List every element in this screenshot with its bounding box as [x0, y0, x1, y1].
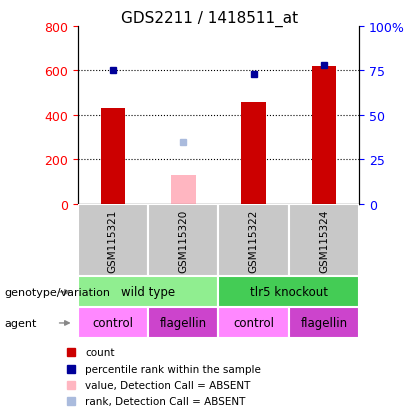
Bar: [78, 204, 148, 277]
Text: flagellin: flagellin: [300, 317, 347, 330]
Text: wild type: wild type: [121, 286, 175, 299]
Text: genotype/variation: genotype/variation: [4, 287, 110, 297]
Bar: [148, 308, 218, 339]
Text: GSM115321: GSM115321: [108, 209, 118, 272]
Bar: [100, 109, 125, 204]
Text: GSM115322: GSM115322: [249, 209, 259, 272]
Bar: [148, 204, 218, 277]
Text: GSM115324: GSM115324: [319, 209, 329, 272]
Text: tlr5 knockout: tlr5 knockout: [250, 286, 328, 299]
Bar: [312, 67, 336, 204]
Text: control: control: [92, 317, 134, 330]
Text: agent: agent: [4, 318, 37, 328]
Bar: [218, 204, 289, 277]
Bar: [78, 308, 148, 339]
Bar: [171, 176, 196, 204]
Bar: [78, 277, 218, 308]
Text: value, Detection Call = ABSENT: value, Detection Call = ABSENT: [85, 380, 250, 390]
Bar: [218, 277, 359, 308]
Text: GDS2211 / 1418511_at: GDS2211 / 1418511_at: [121, 10, 299, 26]
Text: flagellin: flagellin: [160, 317, 207, 330]
Text: GSM115320: GSM115320: [178, 209, 188, 272]
Bar: [241, 102, 266, 204]
Text: percentile rank within the sample: percentile rank within the sample: [85, 364, 261, 374]
Text: count: count: [85, 348, 115, 358]
Text: control: control: [233, 317, 274, 330]
Text: rank, Detection Call = ABSENT: rank, Detection Call = ABSENT: [85, 396, 245, 406]
Bar: [289, 204, 359, 277]
Bar: [289, 308, 359, 339]
Bar: [218, 308, 289, 339]
